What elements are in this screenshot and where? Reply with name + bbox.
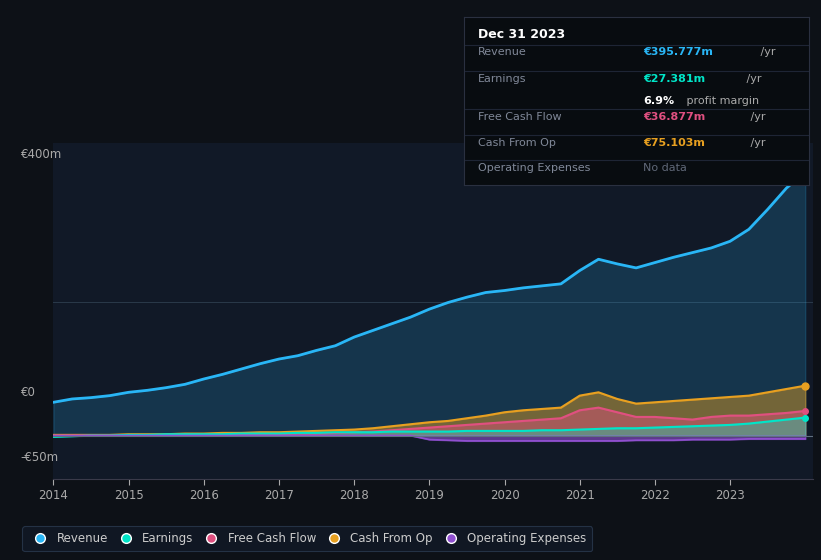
Text: €400m: €400m — [21, 148, 62, 161]
Text: /yr: /yr — [746, 138, 765, 148]
Text: profit margin: profit margin — [683, 96, 759, 106]
Text: €0: €0 — [21, 386, 35, 399]
Text: €75.103m: €75.103m — [643, 138, 705, 148]
Text: Earnings: Earnings — [478, 74, 526, 84]
Text: Cash From Op: Cash From Op — [478, 138, 556, 148]
Text: -€50m: -€50m — [21, 451, 58, 464]
Text: No data: No data — [643, 163, 687, 173]
Text: 6.9%: 6.9% — [643, 96, 674, 106]
Text: Revenue: Revenue — [478, 47, 526, 57]
Text: €36.877m: €36.877m — [643, 112, 705, 122]
Text: Dec 31 2023: Dec 31 2023 — [478, 28, 565, 41]
Text: /yr: /yr — [757, 47, 776, 57]
Text: €27.381m: €27.381m — [643, 74, 705, 84]
Text: /yr: /yr — [746, 112, 765, 122]
Text: Operating Expenses: Operating Expenses — [478, 163, 590, 173]
Text: €395.777m: €395.777m — [643, 47, 713, 57]
Text: /yr: /yr — [743, 74, 762, 84]
Text: Free Cash Flow: Free Cash Flow — [478, 112, 562, 122]
Legend: Revenue, Earnings, Free Cash Flow, Cash From Op, Operating Expenses: Revenue, Earnings, Free Cash Flow, Cash … — [22, 526, 592, 551]
